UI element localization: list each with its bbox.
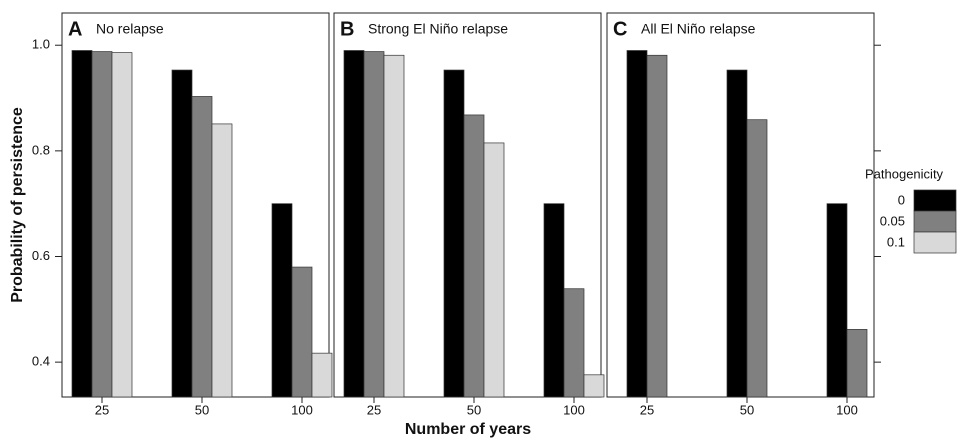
legend-label: 0.1 <box>887 234 905 249</box>
x-tick-label: 50 <box>195 402 209 417</box>
bar <box>211 123 233 398</box>
bar <box>463 114 485 398</box>
bar <box>726 69 748 398</box>
panel-title: All El Niño relapse <box>641 21 756 37</box>
bar <box>626 50 648 398</box>
bar <box>291 266 313 398</box>
bar <box>443 69 465 398</box>
bar <box>746 119 768 398</box>
bar <box>363 51 385 398</box>
bar <box>171 69 193 398</box>
x-tick-label: 25 <box>640 402 654 417</box>
bar <box>826 203 848 398</box>
legend-label: 0 <box>898 192 905 207</box>
bar <box>343 50 365 398</box>
legend-swatch <box>913 189 957 212</box>
x-axis-label: Number of years <box>405 421 531 438</box>
x-tick-label: 100 <box>291 402 313 417</box>
legend-swatch <box>913 231 957 254</box>
bar <box>91 51 113 398</box>
y-tick-label: 1.0 <box>32 37 50 52</box>
bar <box>71 50 93 398</box>
bar <box>311 352 333 398</box>
panel-label: C <box>613 18 627 40</box>
panel-title: No relapse <box>96 21 164 37</box>
x-tick-label: 25 <box>95 402 109 417</box>
bar <box>111 52 133 398</box>
y-tick-label: 0.4 <box>32 354 50 369</box>
bar <box>543 203 565 398</box>
bar <box>846 329 868 398</box>
x-tick-label: 100 <box>563 402 585 417</box>
x-tick-label: 50 <box>740 402 754 417</box>
bar <box>271 203 293 398</box>
panel-title: Strong El Niño relapse <box>368 21 508 37</box>
bar <box>583 374 605 398</box>
y-axis-label: Probability of persistence <box>9 107 26 303</box>
x-tick-label: 50 <box>467 402 481 417</box>
panel-label: A <box>68 18 82 40</box>
bar <box>191 96 213 398</box>
bar <box>563 288 585 398</box>
x-tick-label: 100 <box>836 402 858 417</box>
bar <box>646 54 668 398</box>
x-tick-label: 25 <box>367 402 381 417</box>
legend-swatch <box>913 210 957 233</box>
legend-label: 0.05 <box>880 213 905 228</box>
y-tick-label: 0.6 <box>32 248 50 263</box>
bar <box>483 142 505 398</box>
legend-title: Pathogenicity <box>865 166 944 181</box>
bar <box>383 54 405 398</box>
panel-label: B <box>340 18 354 40</box>
y-tick-label: 0.8 <box>32 142 50 157</box>
